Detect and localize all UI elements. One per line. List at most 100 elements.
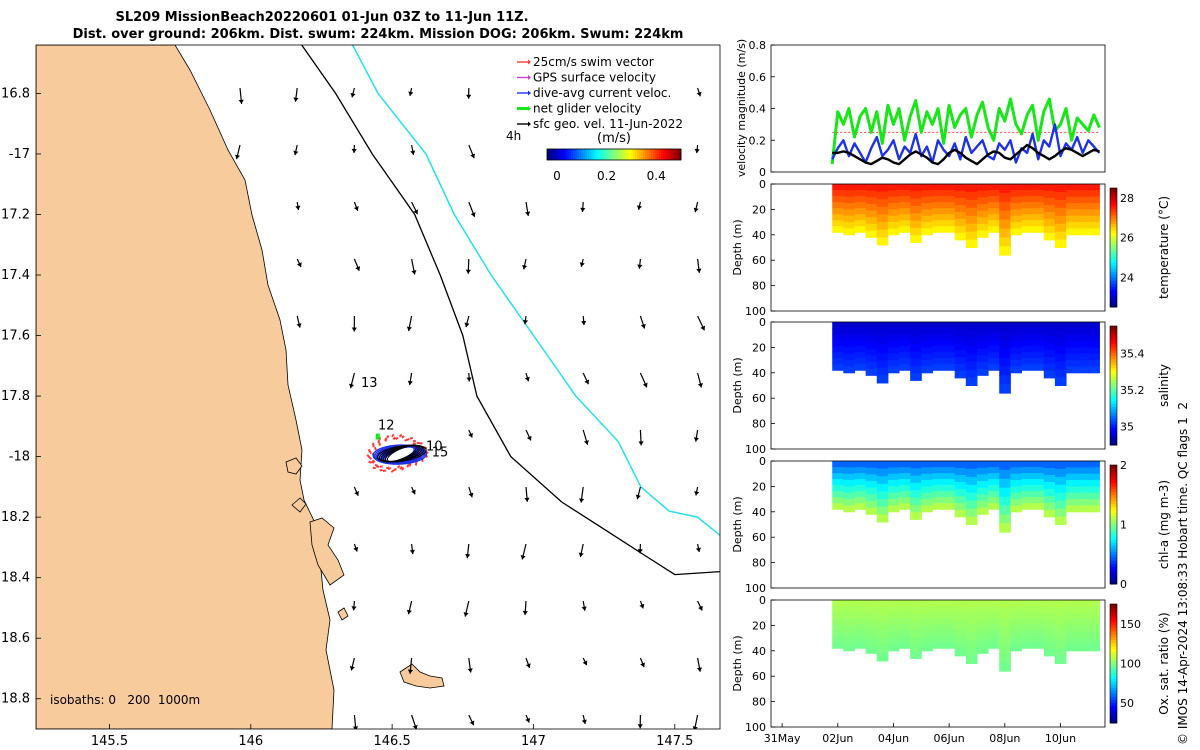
- section-cell: [876, 630, 889, 639]
- colorbar-cell: [565, 149, 568, 160]
- velocity-arrow: [349, 657, 355, 671]
- section-cell: [876, 375, 889, 384]
- section-cell: [921, 184, 933, 191]
- section-cell: [1043, 509, 1056, 518]
- section-cell: [843, 644, 855, 652]
- section-cell: [1043, 461, 1056, 469]
- swim-vector: [368, 460, 372, 464]
- velocity-arrow: [351, 315, 357, 332]
- section-cell: [965, 215, 978, 225]
- section-cell: [910, 191, 922, 200]
- section-cell: [943, 358, 956, 365]
- velocity-arrow: [296, 315, 302, 328]
- colorbar-cell: [1110, 193, 1117, 198]
- section-cell: [1010, 209, 1022, 217]
- section-cell: [1054, 345, 1067, 355]
- section-cell: [854, 630, 867, 637]
- section-cell: [921, 473, 933, 481]
- colorbar-frame: [1109, 603, 1118, 724]
- colorbar-cell: [585, 149, 588, 160]
- section-cell: [1054, 377, 1067, 386]
- section-cell: [999, 246, 1011, 256]
- time-tick-label: 04Jun: [878, 732, 909, 745]
- map-y-tick-label: 18.6: [1, 631, 30, 646]
- section-cell: [1021, 624, 1034, 631]
- section-cell: [976, 600, 989, 608]
- section-cell: [899, 491, 911, 498]
- section-cell: [1077, 209, 1089, 217]
- velocity-arrow: [520, 543, 527, 560]
- section-cell: [843, 606, 855, 614]
- colorbar-cell: [1110, 554, 1117, 558]
- colorbar-cell: [1110, 500, 1117, 505]
- section-cell: [932, 184, 945, 191]
- time-tick-label: 06Jun: [934, 732, 965, 745]
- section-cell: [999, 192, 1011, 203]
- colorbar-cell: [1110, 621, 1117, 626]
- arrow-head: [692, 726, 698, 729]
- velocity-arrow: [578, 543, 584, 558]
- velocity-arrow: [697, 600, 703, 611]
- section-cell: [854, 461, 867, 468]
- section-cell: [876, 483, 889, 492]
- section-cell: [954, 509, 967, 518]
- section-cell: [965, 492, 978, 502]
- section-cell: [887, 606, 900, 614]
- colorbar-cell: [1110, 488, 1117, 493]
- arrow-head: [351, 148, 357, 153]
- colorbar-cell: [1110, 304, 1117, 308]
- arrow-head: [468, 432, 473, 438]
- swim-vector: [367, 448, 371, 453]
- colorbar-cell: [1110, 485, 1117, 490]
- section-cell: [965, 623, 978, 633]
- section-cell: [1077, 366, 1089, 374]
- section-cell: [932, 600, 945, 607]
- section-cell: [965, 231, 978, 241]
- colorbar-cell: [1110, 536, 1117, 540]
- section-cell: [988, 346, 1000, 353]
- section-cell: [1066, 341, 1078, 348]
- section-cell: [854, 364, 867, 371]
- section-cell: [954, 190, 967, 199]
- colorbar-tick-label: 50: [1120, 697, 1134, 710]
- colorbar-cell: [581, 149, 584, 160]
- colorbar-cell: [1110, 470, 1117, 475]
- colorbar-cell: [1110, 711, 1117, 715]
- map-x-axis: 145.5 146 146.5 147 147.5: [91, 724, 693, 749]
- colorbar-tick-label: 24: [1120, 271, 1134, 284]
- section-cell: [865, 494, 878, 502]
- colorbar-cell: [1110, 630, 1117, 635]
- colorbar-cell: [1110, 220, 1117, 225]
- map-x-tick-label: 145.5: [91, 734, 128, 749]
- section-cell: [932, 196, 945, 203]
- section-cell: [988, 322, 1000, 329]
- section-cell: [954, 620, 967, 629]
- colorbar-cell: [1110, 518, 1117, 523]
- section-cell: [976, 613, 989, 621]
- section-cell: [1032, 346, 1045, 353]
- colorbar-cell: [627, 149, 630, 160]
- section-cell: [976, 606, 989, 614]
- colorbar-cell: [579, 149, 582, 160]
- colorbar-cell: [607, 149, 610, 160]
- section-cell: [832, 497, 844, 504]
- section-cell: [1032, 208, 1045, 215]
- colorbar-cell: [1110, 690, 1117, 694]
- section-cell: [832, 214, 844, 221]
- section-cell: [854, 214, 867, 221]
- section-cell: [1021, 467, 1034, 474]
- section-cell: [932, 497, 945, 504]
- section-cell: [1066, 638, 1078, 645]
- section-cell: [954, 495, 967, 504]
- section-cell: [954, 232, 967, 241]
- section-cell: [965, 377, 978, 386]
- time-tick-label: 08Jun: [989, 732, 1020, 745]
- velocity-arrow: [638, 429, 644, 446]
- time-label: 4h: [506, 129, 521, 143]
- section-cell: [876, 653, 889, 662]
- section-cell: [1043, 218, 1056, 227]
- section-cell: [865, 600, 878, 608]
- section-cell: [976, 342, 989, 350]
- section-cell: [1088, 612, 1100, 620]
